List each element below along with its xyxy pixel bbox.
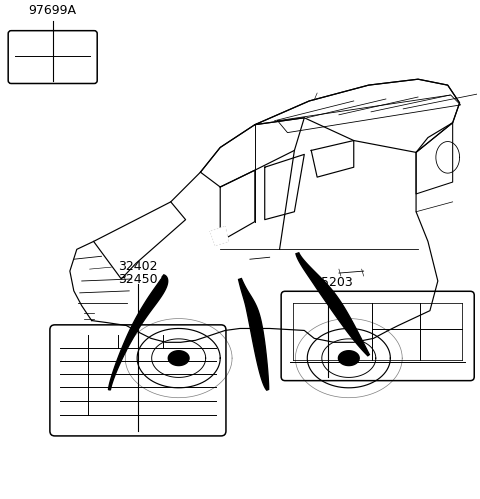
Text: 97699A: 97699A — [29, 4, 77, 17]
Polygon shape — [239, 278, 269, 390]
Polygon shape — [210, 227, 228, 246]
Text: 05203: 05203 — [313, 276, 353, 289]
Polygon shape — [338, 351, 359, 366]
Text: 32402: 32402 — [118, 260, 157, 273]
Polygon shape — [108, 275, 168, 390]
Text: 32450: 32450 — [118, 273, 158, 286]
Polygon shape — [168, 351, 189, 366]
Polygon shape — [296, 253, 370, 356]
